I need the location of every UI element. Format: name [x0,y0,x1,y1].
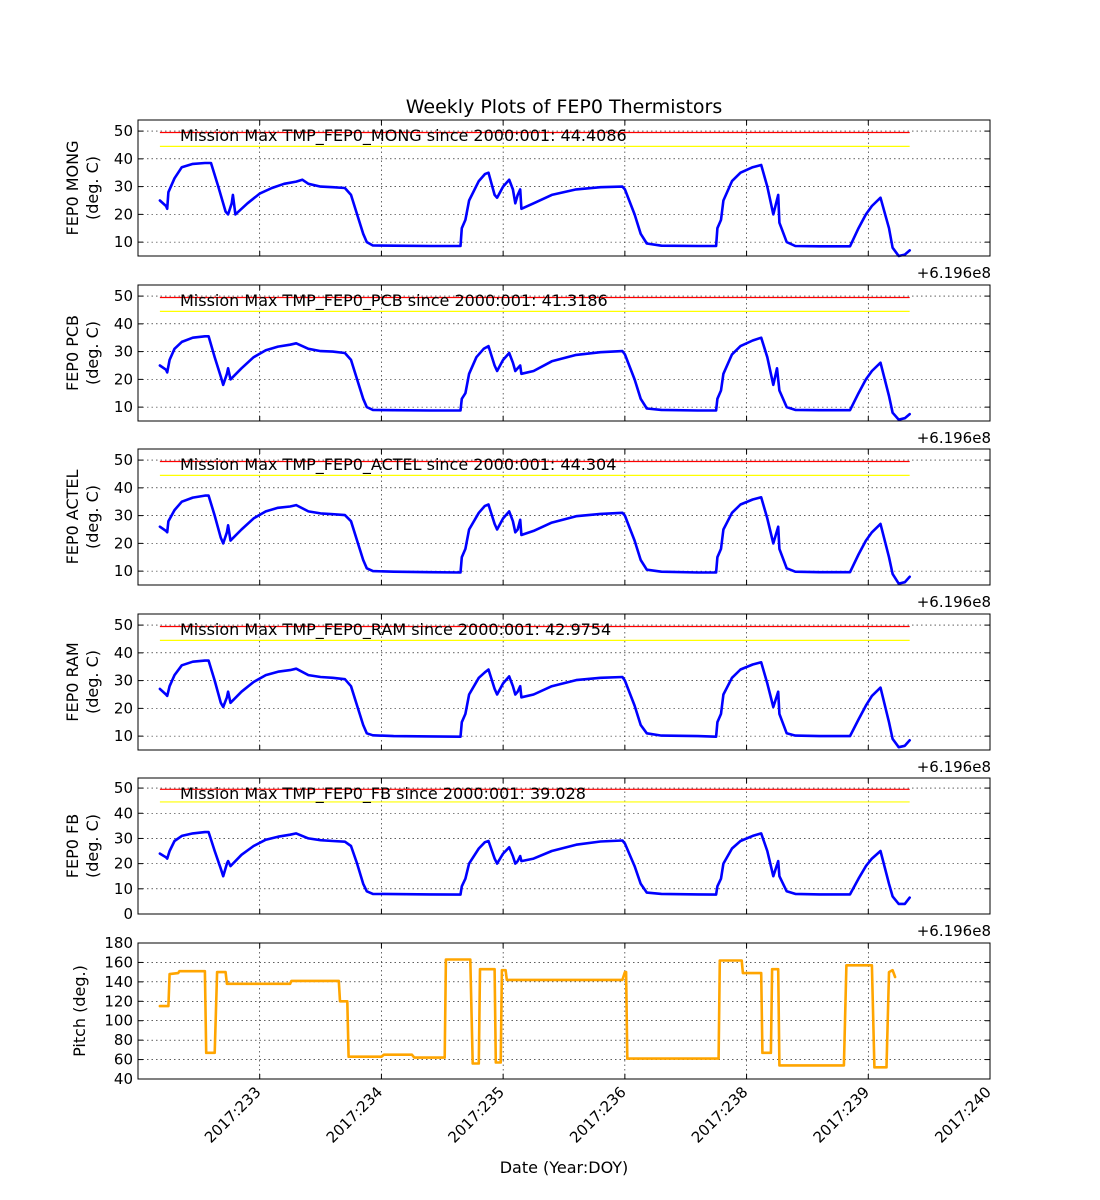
y-tick-label: 100 [104,1012,133,1030]
y-axis-label: FEP0 ACTEL(deg. C) [63,469,102,564]
y-axis-label-line: FEP0 ACTEL [63,469,82,564]
y-axis-label-line: (deg. C) [83,321,102,385]
y-tick-label: 30 [114,672,133,690]
subplot-1: 10 20 30 40 50 Mission Max TMP_FEP0_MONG sinc… [63,119,991,258]
y-tick-label: 0 [123,905,133,923]
axes-frame [137,448,991,586]
y-tick-label: 10 [114,398,133,416]
y-tick-label: 40 [114,1070,133,1088]
x-offset-label: +6.196e8 [917,922,991,940]
figure-title: Weekly Plots of FEP0 Thermistors [406,96,723,118]
x-tick-label: 2017:233 [201,1083,265,1147]
max-annotation: Mission Max TMP_FEP0_ACTEL since 2000:00… [180,455,616,475]
subplot-5: 0 10 20 30 40 50 Mission Max TMP_FEP0_FB since… [63,777,991,923]
y-tick-label: 20 [114,370,133,388]
series-line [158,958,897,1069]
subplot-3: 10 20 30 40 50 Mission Max TMP_FEP0_ACTEL sin… [63,448,991,586]
y-tick-label: 140 [104,973,133,991]
y-axis-label: FEP0 MONG(deg. C) [63,141,102,236]
y-axis-label: Pitch (deg.) [70,965,89,1057]
y-axis-label: FEP0 PCB(deg. C) [63,315,102,391]
x-offset-label: +6.196e8 [917,429,991,447]
y-axis-label-line: (deg. C) [83,650,102,714]
y-tick-label: 20 [114,205,133,223]
series-line [158,659,911,749]
y-tick-label: 30 [114,507,133,525]
y-tick-label: 30 [114,178,133,196]
y-tick-label: 50 [114,287,133,305]
y-tick-label: 10 [114,562,133,580]
y-tick-label: 10 [114,880,133,898]
series-line [158,161,911,258]
max-annotation: Mission Max TMP_FEP0_PCB since 2000:001:… [180,291,608,311]
y-tick-label: 50 [114,122,133,140]
y-axis-label: FEP0 RAM(deg. C) [63,642,102,721]
y-tick-label: 40 [114,479,133,497]
y-tick-label: 40 [114,644,133,662]
y-axis-label-line: FEP0 PCB [63,315,82,391]
subplot-4: 10 20 30 40 50 Mission Max TMP_FEP0_RAM since… [63,613,991,751]
y-axis-label-line: (deg. C) [83,485,102,549]
y-tick-label: 30 [114,829,133,847]
axes-frame [137,777,991,915]
y-axis-label-line: Pitch (deg.) [70,965,89,1057]
y-tick-label: 10 [114,727,133,745]
subplots: 10 20 30 40 50 Mission Max TMP_FEP0_MONG sinc… [63,119,995,1147]
axes-frame [137,942,991,1080]
y-tick-label: 20 [114,699,133,717]
x-tick-label: 2017:240 [931,1083,995,1147]
series-line [158,494,911,585]
axes-frame [137,613,991,751]
y-tick-label: 40 [114,804,133,822]
y-tick-label: 50 [114,616,133,634]
y-tick-label: 50 [114,779,133,797]
x-tick-label: 2017:236 [566,1083,630,1147]
x-tick-label: 2017:238 [688,1083,752,1147]
y-axis-label-line: FEP0 MONG [63,141,82,236]
y-tick-label: 20 [114,534,133,552]
subplot-2: 10 20 30 40 50 Mission Max TMP_FEP0_PCB since… [63,284,991,422]
y-axis-label-line: (deg. C) [83,814,102,878]
y-tick-label: 20 [114,855,133,873]
x-offset-label: +6.196e8 [917,264,991,282]
y-tick-label: 30 [114,343,133,361]
y-tick-label: 180 [104,934,133,952]
y-tick-label: 40 [114,150,133,168]
max-annotation: Mission Max TMP_FEP0_MONG since 2000:001… [180,126,627,146]
y-tick-label: 80 [114,1031,133,1049]
x-tick-label: 2017:234 [323,1083,387,1147]
x-tick-label: 2017:235 [444,1083,508,1147]
y-tick-label: 50 [114,451,133,469]
series-line [158,830,911,906]
y-axis-label-line: FEP0 RAM [63,642,82,721]
y-tick-label: 10 [114,233,133,251]
y-tick-label: 160 [104,953,133,971]
x-axis-label: Date (Year:DOY) [500,1158,629,1177]
x-offset-label: +6.196e8 [917,758,991,776]
y-tick-label: 120 [104,992,133,1010]
x-tick-label: 2017:239 [810,1083,874,1147]
max-annotation: Mission Max TMP_FEP0_FB since 2000:001: … [180,784,586,804]
axes-frame [137,284,991,422]
x-offset-label: +6.196e8 [917,593,991,611]
axes-frame [137,119,991,257]
y-axis-label: FEP0 FB(deg. C) [63,814,102,878]
y-axis-label-line: FEP0 FB [63,814,82,878]
y-tick-label: 60 [114,1051,133,1069]
max-annotation: Mission Max TMP_FEP0_RAM since 2000:001:… [180,620,611,640]
series-line [158,335,911,421]
y-axis-label-line: (deg. C) [83,156,102,220]
y-tick-label: 40 [114,315,133,333]
